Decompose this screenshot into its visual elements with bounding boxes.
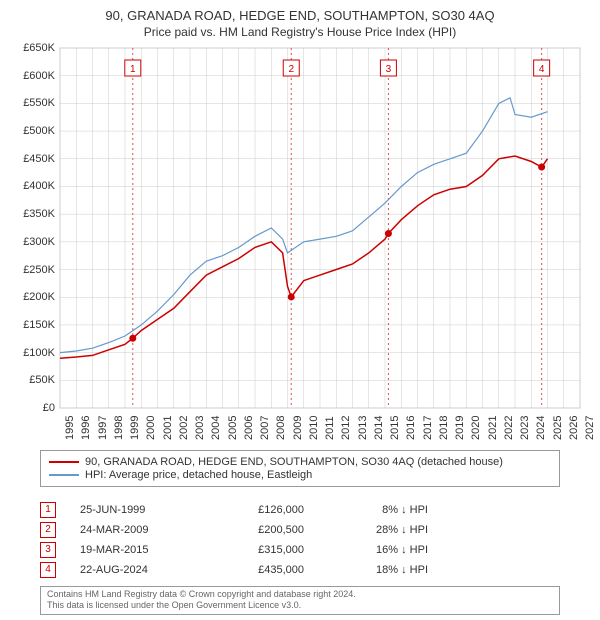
x-tick-label: 2012: [340, 416, 352, 440]
event-date: 24-MAR-2009: [80, 524, 190, 536]
y-tick-label: £150K: [5, 319, 55, 331]
legend-row: 90, GRANADA ROAD, HEDGE END, SOUTHAMPTON…: [49, 456, 551, 468]
x-tick-label: 1995: [64, 416, 76, 440]
x-tick-label: 2006: [243, 416, 255, 440]
footer-line-2: This data is licensed under the Open Gov…: [47, 600, 553, 611]
event-price: £435,000: [214, 564, 304, 576]
x-tick-label: 1997: [97, 416, 109, 440]
x-tick-label: 2010: [308, 416, 320, 440]
x-tick-label: 2007: [259, 416, 271, 440]
y-tick-label: £450K: [5, 153, 55, 165]
legend-swatch: [49, 461, 79, 463]
y-tick-label: £50K: [5, 374, 55, 386]
chart-container: { "title": "90, GRANADA ROAD, HEDGE END,…: [0, 0, 600, 620]
x-tick-label: 2021: [487, 416, 499, 440]
y-tick-label: £650K: [5, 42, 55, 54]
y-tick-label: £400K: [5, 180, 55, 192]
y-tick-label: £300K: [5, 236, 55, 248]
chart-plot-area: 1 2 3 4: [60, 48, 580, 408]
x-tick-label: 2015: [389, 416, 401, 440]
x-tick-label: 2019: [454, 416, 466, 440]
event-marker-box: 4: [40, 562, 56, 578]
footer-line-1: Contains HM Land Registry data © Crown c…: [47, 589, 553, 600]
event-price: £315,000: [214, 544, 304, 556]
event-price: £126,000: [214, 504, 304, 516]
y-tick-label: £0: [5, 402, 55, 414]
event-delta-vs-hpi: 28% ↓ HPI: [328, 524, 428, 536]
event-row: 2 24-MAR-2009 £200,500 28% ↓ HPI: [40, 522, 560, 538]
x-tick-label: 2022: [503, 416, 515, 440]
x-tick-label: 2003: [194, 416, 206, 440]
event-date: 19-MAR-2015: [80, 544, 190, 556]
x-tick-label: 2005: [227, 416, 239, 440]
event-row: 4 22-AUG-2024 £435,000 18% ↓ HPI: [40, 562, 560, 578]
event-date: 22-AUG-2024: [80, 564, 190, 576]
x-tick-label: 2023: [519, 416, 531, 440]
x-tick-label: 2008: [275, 416, 287, 440]
chart-subtitle: Price paid vs. HM Land Registry's House …: [0, 23, 600, 45]
legend-row: HPI: Average price, detached house, East…: [49, 469, 551, 481]
event-delta-vs-hpi: 16% ↓ HPI: [328, 544, 428, 556]
attribution-footer: Contains HM Land Registry data © Crown c…: [40, 586, 560, 615]
y-tick-label: £250K: [5, 264, 55, 276]
x-tick-label: 2013: [357, 416, 369, 440]
x-tick-label: 2018: [438, 416, 450, 440]
x-tick-label: 1996: [80, 416, 92, 440]
x-tick-label: 2020: [470, 416, 482, 440]
x-tick-label: 2011: [324, 416, 336, 440]
x-tick-label: 1998: [113, 416, 125, 440]
event-marker-box: 3: [40, 542, 56, 558]
x-tick-label: 2017: [422, 416, 434, 440]
legend-swatch: [49, 474, 79, 476]
event-marker-box: 2: [40, 522, 56, 538]
y-tick-label: £200K: [5, 291, 55, 303]
x-tick-label: 1999: [129, 416, 141, 440]
event-delta-vs-hpi: 18% ↓ HPI: [328, 564, 428, 576]
event-price: £200,500: [214, 524, 304, 536]
svg-text:2: 2: [288, 64, 294, 75]
chart-title: 90, GRANADA ROAD, HEDGE END, SOUTHAMPTON…: [0, 0, 600, 23]
y-tick-label: £500K: [5, 125, 55, 137]
y-tick-label: £600K: [5, 70, 55, 82]
svg-text:3: 3: [386, 64, 392, 75]
x-tick-label: 2002: [178, 416, 190, 440]
event-row: 1 25-JUN-1999 £126,000 8% ↓ HPI: [40, 502, 560, 518]
svg-text:4: 4: [539, 64, 545, 75]
x-tick-label: 2004: [210, 416, 222, 440]
x-tick-label: 2024: [535, 416, 547, 440]
legend-label: 90, GRANADA ROAD, HEDGE END, SOUTHAMPTON…: [85, 456, 503, 468]
x-tick-label: 2000: [145, 416, 157, 440]
event-delta-vs-hpi: 8% ↓ HPI: [328, 504, 428, 516]
x-tick-label: 2025: [552, 416, 564, 440]
chart-svg: 1 2 3 4: [60, 48, 580, 408]
x-tick-label: 2016: [405, 416, 417, 440]
event-date: 25-JUN-1999: [80, 504, 190, 516]
x-tick-label: 2001: [162, 416, 174, 440]
legend-label: HPI: Average price, detached house, East…: [85, 469, 312, 481]
x-tick-label: 2027: [584, 416, 596, 440]
event-row: 3 19-MAR-2015 £315,000 16% ↓ HPI: [40, 542, 560, 558]
x-tick-label: 2014: [373, 416, 385, 440]
events-table: 1 25-JUN-1999 £126,000 8% ↓ HPI 2 24-MAR-2009…: [40, 498, 560, 582]
y-tick-label: £100K: [5, 347, 55, 359]
y-tick-label: £350K: [5, 208, 55, 220]
legend: 90, GRANADA ROAD, HEDGE END, SOUTHAMPTON…: [40, 450, 560, 487]
x-tick-label: 2009: [292, 416, 304, 440]
x-tick-label: 2026: [568, 416, 580, 440]
event-marker-box: 1: [40, 502, 56, 518]
y-tick-label: £550K: [5, 97, 55, 109]
svg-text:1: 1: [130, 64, 136, 75]
